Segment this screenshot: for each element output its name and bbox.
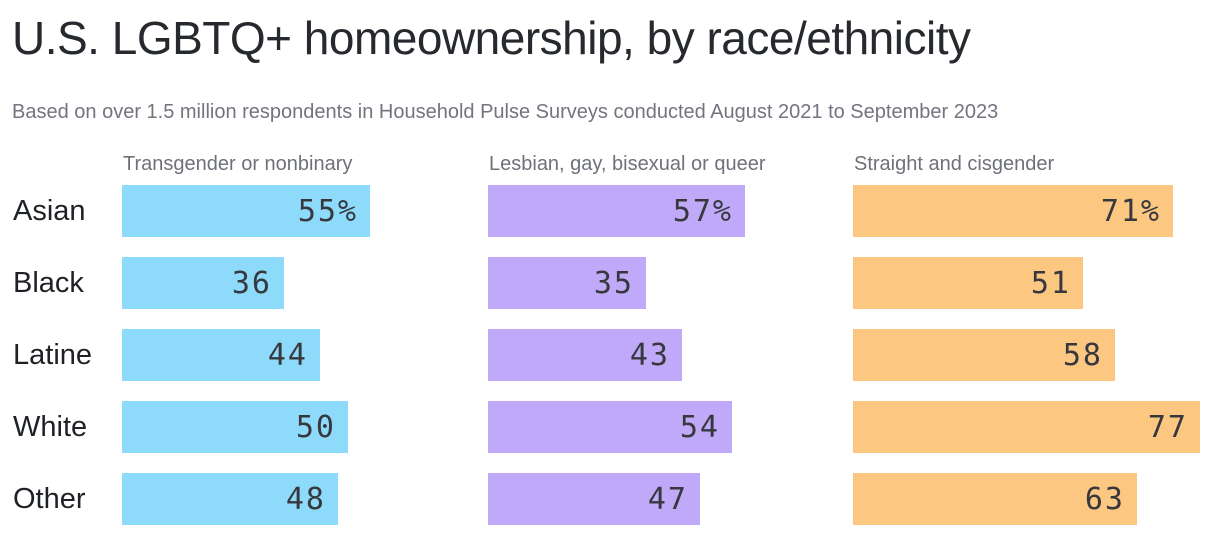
bar-cell: 35	[488, 257, 853, 309]
series-header-row: Transgender or nonbinary Lesbian, gay, b…	[12, 154, 1220, 175]
series-header-lgbq: Lesbian, gay, bisexual or queer	[489, 153, 766, 175]
bar-other-transgender-nonbinary: 48	[122, 473, 338, 525]
bar-black-transgender-nonbinary: 36	[122, 257, 284, 309]
bar-cell: 51	[853, 257, 1220, 309]
bar-value: 55%	[297, 193, 358, 229]
row-label-latine: Latine	[13, 338, 93, 371]
bar-cell: 63	[853, 473, 1220, 525]
bar-asian-lgbq: 57%	[488, 185, 745, 237]
bar-value: 47	[647, 481, 688, 517]
bar-white-straight-cisgender: 77	[853, 401, 1200, 453]
bar-latine-transgender-nonbinary: 44	[122, 329, 320, 381]
bar-cell: 57%	[488, 185, 853, 237]
bar-value: 71%	[1100, 193, 1161, 229]
bar-value: 44	[267, 337, 308, 373]
bar-asian-straight-cisgender: 71%	[853, 185, 1173, 237]
bar-value: 36	[231, 265, 272, 301]
bar-other-straight-cisgender: 63	[853, 473, 1137, 525]
bar-value: 51	[1030, 265, 1071, 301]
bar-cell: 47	[488, 473, 853, 525]
bar-value: 50	[295, 409, 336, 445]
row-label-white: White	[13, 410, 88, 443]
bar-value: 77	[1147, 409, 1188, 445]
bar-cell: 77	[853, 401, 1220, 453]
bar-latine-lgbq: 43	[488, 329, 682, 381]
bar-cell: 50	[122, 401, 488, 453]
row-label-asian: Asian	[13, 194, 86, 227]
bar-black-lgbq: 35	[488, 257, 646, 309]
bar-cell: 71%	[853, 185, 1220, 237]
bar-value: 57%	[672, 193, 733, 229]
bar-cell: 43	[488, 329, 853, 381]
bar-value: 48	[285, 481, 326, 517]
bar-cell: 54	[488, 401, 853, 453]
bar-value: 43	[629, 337, 670, 373]
series-header-transgender-nonbinary: Transgender or nonbinary	[123, 153, 353, 175]
bar-value: 35	[593, 265, 634, 301]
bar-value: 54	[679, 409, 720, 445]
chart-title: U.S. LGBTQ+ homeownership, by race/ethni…	[12, 12, 971, 64]
bar-asian-transgender-nonbinary: 55%	[122, 185, 370, 237]
series-header-straight-cisgender: Straight and cisgender	[854, 153, 1055, 175]
bar-white-transgender-nonbinary: 50	[122, 401, 348, 453]
chart-subtitle: Based on over 1.5 million respondents in…	[12, 101, 999, 123]
bar-black-straight-cisgender: 51	[853, 257, 1083, 309]
row-label-black: Black	[13, 266, 84, 299]
bar-other-lgbq: 47	[488, 473, 700, 525]
bar-white-lgbq: 54	[488, 401, 732, 453]
bar-cell: 55%	[122, 185, 488, 237]
row-label-other: Other	[13, 482, 86, 515]
bar-chart: Asian 55% 57% 71% Black 36 35	[12, 185, 1220, 525]
header-spacer	[12, 154, 122, 175]
bar-cell: 36	[122, 257, 488, 309]
bar-cell: 48	[122, 473, 488, 525]
bar-cell: 58	[853, 329, 1220, 381]
bar-value: 63	[1084, 481, 1125, 517]
bar-latine-straight-cisgender: 58	[853, 329, 1115, 381]
bar-cell: 44	[122, 329, 488, 381]
bar-value: 58	[1062, 337, 1103, 373]
